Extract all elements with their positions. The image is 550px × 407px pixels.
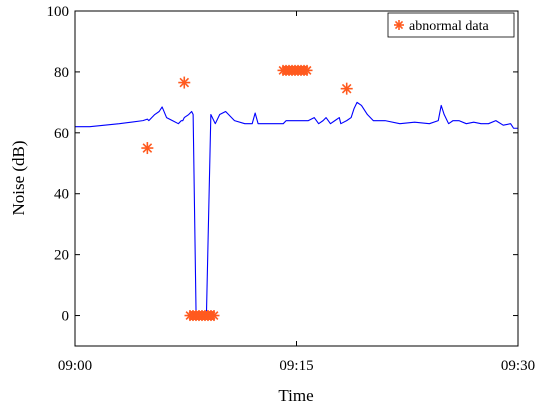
plot-area [75, 11, 518, 346]
abnormal-cluster-3 [277, 64, 313, 76]
plot-frame [74, 10, 519, 347]
y-tick-label-80: 80 [54, 65, 69, 81]
y-axis-label: Noise (dB) [9, 140, 28, 215]
abnormal-marker-1 [178, 76, 191, 89]
x-tick-label-0: 09:00 [58, 358, 92, 374]
legend-abnormal-label: abnormal data [409, 19, 489, 34]
y-tick-label-20: 20 [54, 248, 69, 264]
x-axis-label: Time [278, 386, 313, 405]
y-tick-label-0: 0 [62, 309, 70, 325]
series-layer [75, 101, 518, 317]
x-tick-label-2: 09:30 [501, 358, 535, 374]
abnormal-marker-4 [340, 82, 353, 95]
legend-asterisk-icon [394, 20, 404, 30]
y-tick-label-60: 60 [54, 126, 69, 142]
noise-series-line-0 [75, 101, 518, 317]
legend-abnormal-marker [394, 20, 404, 30]
abnormal-cluster-2 [184, 310, 220, 322]
abnormal-marker-2-24 [208, 310, 220, 322]
x-tick-label-1: 09:15 [279, 358, 313, 374]
abnormal-marker-3-24 [301, 64, 313, 76]
y-axis: 0 20 40 60 80 100 [47, 4, 518, 325]
y-tick-label-40: 40 [54, 187, 69, 203]
y-tick-label-100: 100 [47, 4, 70, 20]
legend-box [387, 12, 515, 38]
x-axis: 09:00 09:15 09:30 [58, 11, 535, 374]
abnormal-marker-0 [141, 142, 154, 155]
abnormal-markers [141, 64, 353, 322]
legend: abnormal data [387, 12, 515, 38]
